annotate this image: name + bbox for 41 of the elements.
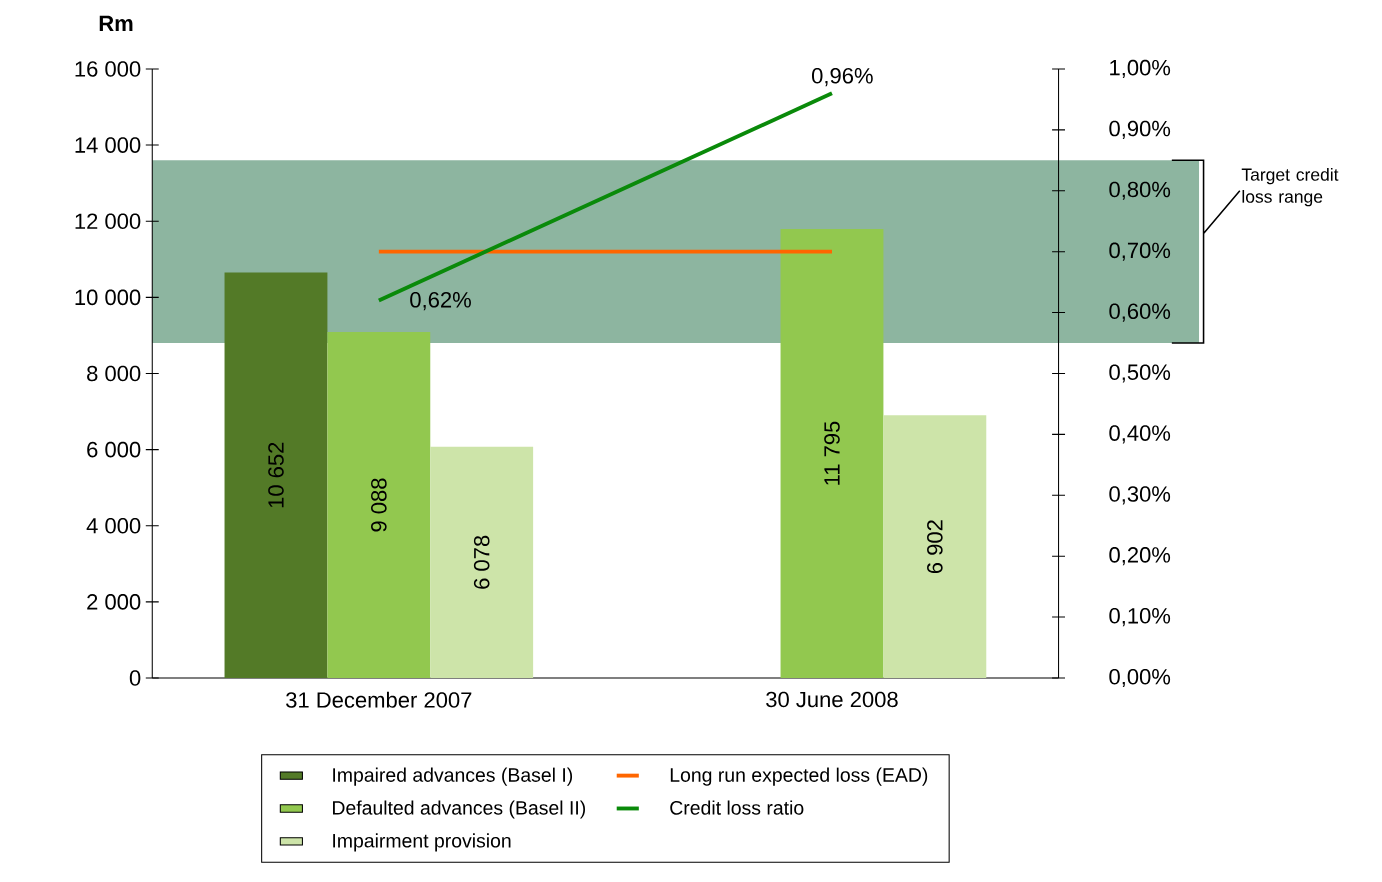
legend-label: Defaulted advances (Basel II) [333,800,586,819]
legend-label: Long run expected loss (EAD) [670,767,928,786]
data-label: 6 078 [473,535,490,589]
y-tick-label: 12 000 [75,213,141,230]
y2-tick-label: 1,00% [1110,59,1171,79]
bar [883,415,987,679]
y2-tick-label: 0,40% [1109,425,1171,444]
y-tick-label: 14 000 [75,137,141,153]
y2-tick-label: 0,30% [1109,486,1171,505]
legend-label: Impairment provision [333,833,511,852]
y-tick-label: 16 000 [75,61,141,77]
bar [224,272,328,679]
y-axis-title: Rm [99,15,133,31]
x-tick-label: 31 December 2007 [286,691,472,708]
y-tick-label: 6 000 [87,441,141,458]
y2-tick-label: 0,70% [1109,242,1171,261]
y2-tick-label: 0,80% [1109,181,1171,200]
y2-tick-label: 0,10% [1109,608,1171,627]
y2-tick-label: 0,00% [1109,668,1171,688]
y2-tick-label: 0,90% [1109,120,1171,139]
bar [327,332,431,679]
data-label: 0,96% [811,67,873,87]
bar [430,446,534,679]
data-label: 6 902 [927,520,943,574]
y2-tick-label: 0,20% [1109,547,1171,566]
x-tick-label: 30 June 2008 [766,691,898,708]
y2-tick-label: 0,50% [1109,364,1171,383]
y2-tick-label: 0,60% [1109,303,1171,322]
band-label: Target credit loss range [1241,167,1339,207]
data-label: 9 088 [371,478,387,532]
legend-label: Impaired advances (Basel I) [333,767,573,786]
data-label: 10 652 [268,442,284,508]
y-tick-label: 4 000 [86,517,141,534]
y-tick-label: 10 000 [75,289,141,306]
y-tick-label: 0 [129,670,141,686]
data-label: 0,62% [410,292,471,311]
y-tick-label: 2 000 [87,594,141,610]
y-tick-label: 8 000 [87,365,141,382]
data-label: 11 795 [824,421,840,485]
legend-label: Credit loss ratio [670,800,804,815]
bar [780,229,884,679]
